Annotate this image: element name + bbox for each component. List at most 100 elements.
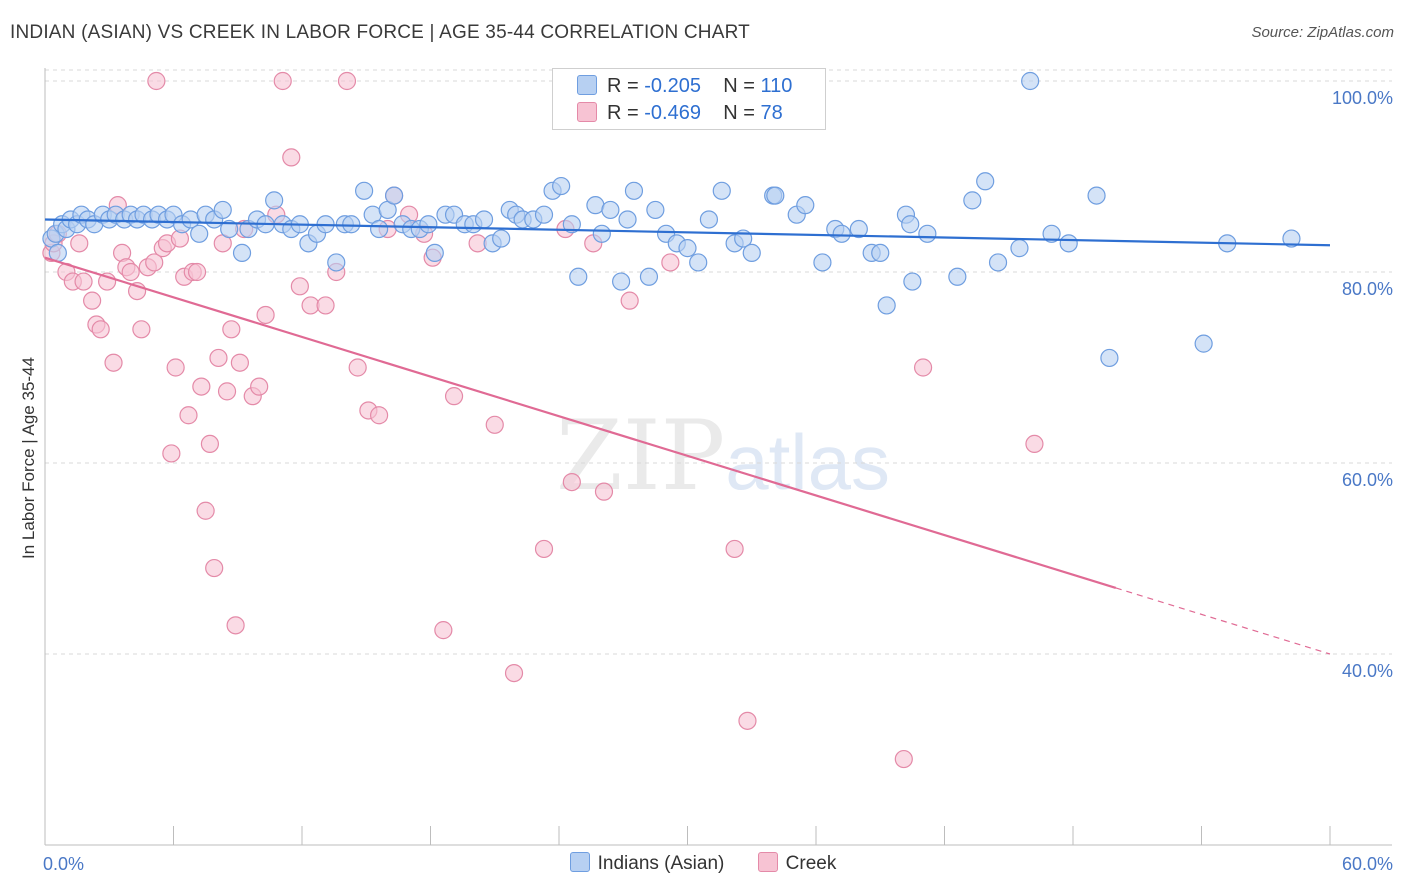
indian-point: [232, 243, 252, 262]
indian-point: [832, 224, 851, 243]
legend-swatch-pink: [757, 852, 778, 872]
indian-point: [813, 253, 832, 272]
y-tick-label: 100.0%: [1332, 88, 1393, 108]
creek-point: [273, 71, 292, 91]
chart-title: INDIAN (ASIAN) VS CREEK IN LABOR FORCE |…: [10, 22, 750, 43]
indian-point: [1194, 334, 1213, 353]
indian-point: [265, 191, 284, 210]
legend-swatch-pink: [577, 102, 597, 122]
indian-point: [903, 272, 922, 291]
indian-point: [355, 181, 374, 200]
watermark: ZIPatlas: [556, 400, 890, 512]
creek-point: [725, 539, 744, 559]
indian-point: [918, 224, 937, 243]
creek-point: [290, 277, 309, 296]
indian-point: [976, 172, 995, 191]
indian-point: [342, 215, 361, 234]
trend-lines: [44, 218, 1331, 655]
indian-point: [534, 205, 554, 224]
creek-point: [738, 711, 757, 730]
indian-point: [562, 215, 581, 234]
indian-point: [796, 196, 815, 215]
indian-point: [871, 243, 890, 262]
indian-point: [948, 267, 967, 286]
y-tick-label: 40.0%: [1342, 661, 1393, 681]
x-tick-label: 60.0%: [1342, 854, 1393, 874]
creek-point: [192, 377, 211, 396]
creek-point: [562, 473, 581, 492]
indian-point: [689, 253, 708, 272]
creek-point: [485, 415, 504, 434]
creek-point: [894, 749, 913, 769]
indian-point: [988, 253, 1008, 272]
watermark-atlas: atlas: [725, 418, 890, 506]
creek-point: [348, 358, 367, 377]
indian-point: [901, 215, 920, 234]
creek-point: [162, 444, 181, 463]
indian-point: [639, 267, 659, 286]
creek-point: [83, 291, 102, 310]
creek-point: [534, 539, 554, 559]
indian-point: [618, 210, 637, 229]
series-legend: Indians (Asian) Creek: [0, 852, 1406, 875]
creek-point: [594, 482, 614, 501]
indian-point: [474, 210, 494, 229]
creek-point: [121, 262, 140, 282]
legend-r-label: R =: [607, 102, 645, 124]
legend-item-creek: Creek: [757, 852, 836, 875]
creek-point: [222, 320, 241, 339]
y-tick-label: 60.0%: [1342, 470, 1393, 490]
indian-point: [569, 267, 588, 286]
creek-point: [91, 320, 110, 339]
legend-swatch-blue: [577, 75, 597, 95]
series-creek: [42, 71, 1044, 769]
legend-n-label: N =: [723, 75, 761, 97]
indian-point: [1059, 234, 1078, 253]
indian-point: [612, 272, 631, 291]
indian-point: [384, 186, 404, 205]
creek-point: [504, 663, 524, 683]
indian-point: [877, 296, 896, 315]
creek-point: [166, 358, 185, 377]
legend-row-creek: R = -0.469 N = 78: [577, 102, 783, 126]
indian-point: [646, 200, 665, 220]
legend-label-indians-asian: Indians (Asian): [597, 853, 725, 874]
legend-swatch-blue: [569, 852, 590, 872]
indian-point: [1282, 229, 1301, 248]
indian-point: [370, 219, 389, 239]
creek-point: [226, 616, 245, 635]
legend-n-label: N =: [723, 102, 761, 124]
correlation-legend: R = -0.205 N = 110 R = -0.469 N = 78: [552, 68, 826, 130]
legend-item-indians-asian: Indians (Asian): [569, 852, 725, 875]
creek-point: [661, 253, 680, 272]
creek-point: [74, 272, 93, 291]
creek-point: [196, 501, 215, 520]
creek-point: [70, 234, 89, 253]
creek-point: [179, 406, 198, 425]
indian-point: [425, 243, 444, 262]
indian-point: [419, 215, 438, 234]
creek-point: [434, 621, 453, 640]
creek-point: [209, 348, 228, 368]
legend-n-value: 78: [760, 102, 783, 124]
creek-point: [282, 148, 301, 167]
creek-point: [444, 387, 464, 406]
x-tick-label: 0.0%: [43, 854, 84, 874]
creek-point: [913, 358, 933, 377]
indian-point: [327, 253, 346, 272]
indian-point: [1087, 186, 1106, 205]
indian-point: [699, 210, 719, 229]
indian-point: [601, 200, 620, 220]
creek-point: [145, 253, 164, 272]
indian-point: [1100, 348, 1119, 368]
creek-point: [200, 434, 220, 453]
indian-point: [552, 176, 571, 196]
indian-point: [742, 243, 761, 262]
creek-point: [370, 406, 389, 425]
indian-point: [712, 181, 731, 200]
trend-line-creek: [44, 256, 1117, 589]
creek-point: [250, 377, 269, 396]
y-axis-title: In Labor Force | Age 35-44: [19, 357, 38, 559]
creek-point: [337, 71, 357, 91]
indian-point: [492, 229, 511, 248]
